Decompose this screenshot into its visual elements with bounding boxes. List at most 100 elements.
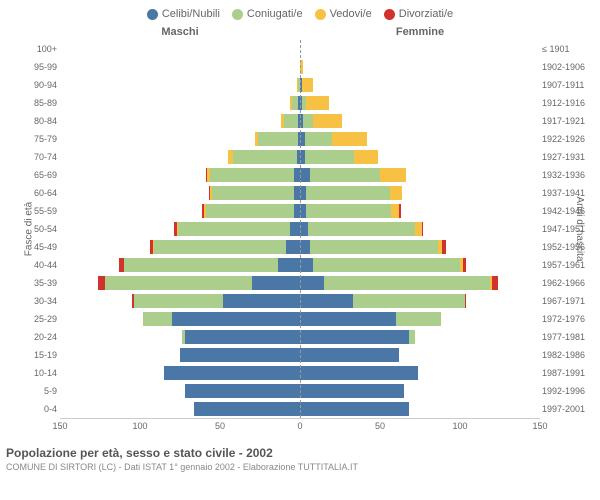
female-bar (300, 60, 540, 74)
male-bar (60, 276, 300, 290)
birth-year-label: 1977-1981 (542, 328, 596, 346)
bar-segment (305, 150, 355, 164)
bar-segment (105, 276, 252, 290)
bar-segment (390, 186, 403, 200)
age-label: 30-34 (25, 292, 57, 310)
bar-segment (300, 222, 308, 236)
legend-label: Divorziati/e (399, 8, 453, 20)
birth-year-label: 1952-1956 (542, 238, 596, 256)
bar-segment (258, 132, 298, 146)
bar-segment (465, 294, 467, 308)
legend-label: Celibi/Nubili (162, 8, 220, 20)
male-bar (60, 204, 300, 218)
female-bar (300, 96, 540, 110)
x-tick: 100 (452, 421, 467, 431)
bar-segment (124, 258, 278, 272)
female-bar (300, 240, 540, 254)
birth-year-label: 1957-1961 (542, 256, 596, 274)
female-bar (300, 294, 540, 308)
bar-segment (178, 222, 290, 236)
bar-segment (154, 240, 285, 254)
bar-segment (300, 258, 313, 272)
population-pyramid-chart: Celibi/NubiliConiugati/eVedovi/eDivorzia… (0, 0, 600, 500)
bar-segment (284, 114, 298, 128)
birth-year-label: 1942-1946 (542, 202, 596, 220)
age-label: 60-64 (25, 184, 57, 202)
age-label: 70-74 (25, 148, 57, 166)
age-label: 0-4 (25, 400, 57, 418)
bar-segment (300, 402, 409, 416)
x-tick: 100 (132, 421, 147, 431)
age-label: 85-89 (25, 94, 57, 112)
bar-segment (300, 168, 310, 182)
bar-segment (164, 366, 300, 380)
center-divider (300, 40, 301, 418)
y-axis-right: ≤ 19011902-19061907-19111912-19161917-19… (542, 40, 596, 418)
bar-segment (143, 312, 172, 326)
birth-year-label: ≤ 1901 (542, 40, 596, 58)
female-bar (300, 384, 540, 398)
footer: Popolazione per età, sesso e stato civil… (6, 446, 594, 472)
age-label: 65-69 (25, 166, 57, 184)
female-bar (300, 222, 540, 236)
female-bar (300, 348, 540, 362)
bar-segment (308, 222, 415, 236)
birth-year-label: 1907-1911 (542, 76, 596, 94)
birth-year-label: 1947-1951 (542, 220, 596, 238)
bar-segment (300, 276, 324, 290)
birth-year-label: 1962-1966 (542, 274, 596, 292)
bar-segment (399, 204, 401, 218)
birth-year-label: 1912-1916 (542, 94, 596, 112)
male-bar (60, 150, 300, 164)
female-bar (300, 402, 540, 416)
bar-segment (306, 186, 389, 200)
birth-year-label: 1987-1991 (542, 364, 596, 382)
birth-year-label: 1917-1921 (542, 112, 596, 130)
male-header: Maschi (0, 26, 300, 38)
age-label: 55-59 (25, 202, 57, 220)
age-label: 75-79 (25, 130, 57, 148)
male-bar (60, 222, 300, 236)
age-label: 45-49 (25, 238, 57, 256)
bar-segment (305, 132, 332, 146)
x-tick: 50 (215, 421, 225, 431)
x-tick: 150 (52, 421, 67, 431)
x-axis: 15010050050100150 (60, 418, 540, 438)
age-label: 15-19 (25, 346, 57, 364)
birth-year-label: 1992-1996 (542, 382, 596, 400)
female-bar (300, 312, 540, 326)
female-bar (300, 276, 540, 290)
male-bar (60, 132, 300, 146)
bar-segment (278, 258, 300, 272)
bar-segment (396, 312, 441, 326)
bar-segment (300, 312, 396, 326)
birth-year-label: 1937-1941 (542, 184, 596, 202)
female-bar (300, 42, 540, 56)
bar-segment (354, 150, 378, 164)
male-bar (60, 384, 300, 398)
legend-swatch (315, 9, 326, 20)
age-label: 5-9 (25, 382, 57, 400)
bar-segment (300, 240, 310, 254)
male-bar (60, 366, 300, 380)
bar-segment (313, 114, 342, 128)
bar-segment (313, 258, 460, 272)
birth-year-label: 1922-1926 (542, 130, 596, 148)
female-bar (300, 366, 540, 380)
legend-item: Divorziati/e (384, 8, 453, 20)
age-label: 95-99 (25, 58, 57, 76)
age-label: 50-54 (25, 220, 57, 238)
chart-subtitle: COMUNE DI SIRTORI (LC) - Dati ISTAT 1° g… (6, 462, 594, 472)
bar-segment (185, 330, 300, 344)
bar-segment (233, 150, 297, 164)
bar-segment (324, 276, 490, 290)
bar-segment (300, 294, 353, 308)
bar-segment (300, 330, 409, 344)
female-bar (300, 132, 540, 146)
birth-year-label: 1972-1976 (542, 310, 596, 328)
legend-label: Vedovi/e (330, 8, 372, 20)
female-bar (300, 168, 540, 182)
bar-segment (353, 294, 465, 308)
female-bar (300, 330, 540, 344)
male-bar (60, 96, 300, 110)
